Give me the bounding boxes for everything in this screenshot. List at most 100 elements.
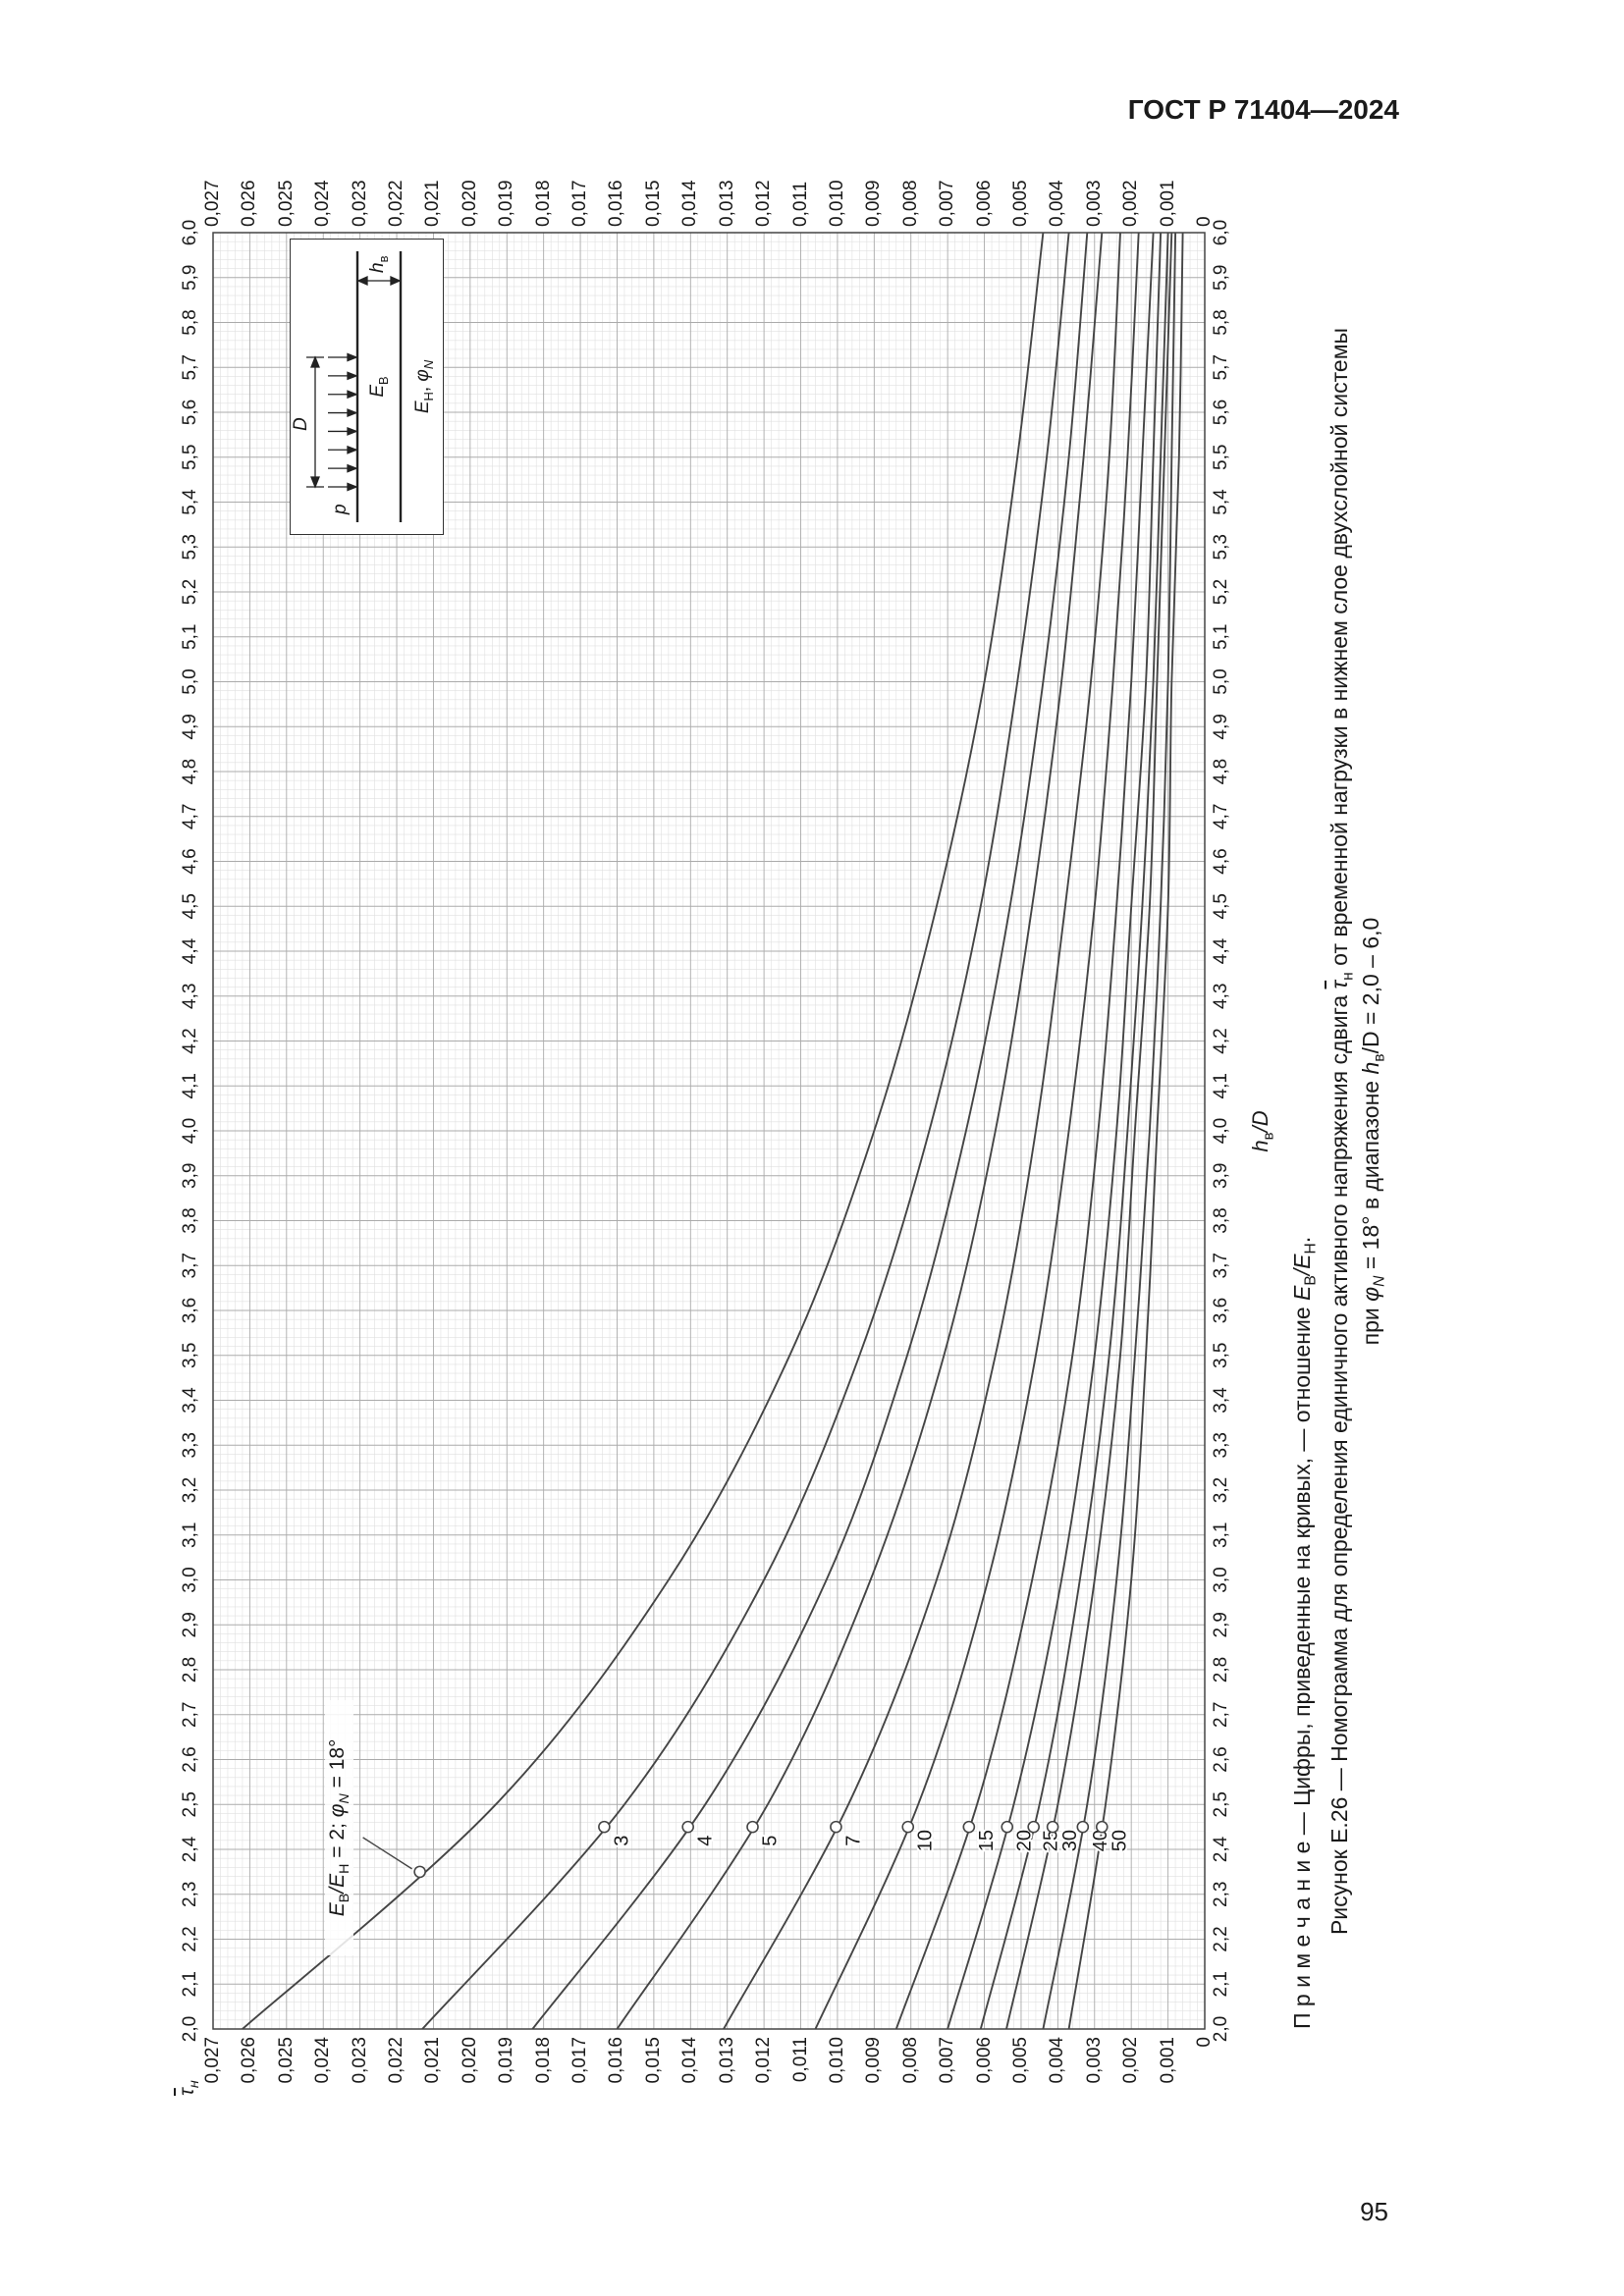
figure-caption-line1: Рисунок Е.26 — Номограмма для определени… bbox=[1326, 327, 1357, 1936]
y-tick-label: 0,010 bbox=[826, 2037, 847, 2084]
y-tick-label: 0,007 bbox=[937, 2037, 958, 2084]
x-tick-label: 5,2 bbox=[1211, 578, 1231, 606]
y-tick-label: 0,005 bbox=[1009, 2037, 1031, 2084]
x-tick-label: 5,4 bbox=[1211, 489, 1231, 515]
x-tick-label: 5,9 bbox=[180, 264, 200, 291]
y-tick-label: 0,012 bbox=[753, 180, 775, 227]
y-tick-label: 0,014 bbox=[679, 180, 701, 227]
y-tick-label: 0,026 bbox=[239, 180, 260, 227]
y-axis-title: τн bbox=[176, 2080, 203, 2096]
layer-system-inset: p D ЕВ hв ЕН, φN bbox=[290, 239, 444, 535]
y-tick-label: 0,021 bbox=[422, 180, 444, 227]
x-tick-label: 3,2 bbox=[1211, 1476, 1231, 1504]
y-tick-label: 0,013 bbox=[716, 2037, 737, 2084]
load-arrow-head bbox=[347, 482, 358, 492]
y-tick-label: 0,022 bbox=[386, 2037, 407, 2084]
curve-4 bbox=[531, 232, 1089, 2030]
x-tick-label: 3,8 bbox=[180, 1207, 200, 1234]
y-tick-label: 0,023 bbox=[349, 180, 370, 227]
x-tick-label: 2,7 bbox=[180, 1701, 200, 1728]
figure-caption-line2: при φN = 18° в диапазоне hв/D = 2,0 – 6,… bbox=[1358, 917, 1388, 1346]
curve-25 bbox=[979, 232, 1169, 2030]
y-tick-label: 0,004 bbox=[1047, 2037, 1068, 2084]
dimension-arrow bbox=[310, 476, 320, 489]
x-tick-label: 4,8 bbox=[1211, 758, 1231, 785]
x-tick-label: 5,8 bbox=[1211, 309, 1231, 336]
x-tick-label: 4,5 bbox=[1211, 893, 1231, 920]
y-tick-label: 0,016 bbox=[606, 180, 627, 227]
load-arrow-head bbox=[347, 352, 358, 362]
x-tick-label: 5,5 bbox=[1211, 444, 1231, 470]
inset-upper-modulus-label: ЕВ bbox=[367, 376, 391, 398]
curve-marker bbox=[1046, 1820, 1059, 1834]
y-tick-label: 0,024 bbox=[312, 2037, 334, 2084]
load-arrow-head bbox=[347, 408, 358, 418]
x-tick-label: 2,5 bbox=[1211, 1791, 1231, 1818]
x-tick-label: 4,0 bbox=[1211, 1117, 1231, 1145]
y-tick-label: 0,026 bbox=[239, 2037, 260, 2084]
curve-50 bbox=[1067, 232, 1184, 2030]
curve-label: 7 bbox=[842, 1836, 864, 1846]
annotation-leader-line bbox=[362, 1837, 412, 1870]
curve-5 bbox=[616, 232, 1104, 2030]
curve-30 bbox=[1005, 232, 1173, 2030]
x-tick-label: 5,1 bbox=[180, 623, 200, 650]
dimension-arrow bbox=[310, 355, 320, 368]
y-tick-label: 0,016 bbox=[606, 2037, 627, 2084]
x-tick-label: 2,8 bbox=[1211, 1656, 1231, 1683]
x-tick-label: 3,3 bbox=[180, 1432, 200, 1459]
load-arrow-head bbox=[347, 463, 358, 473]
page-number: 95 bbox=[1360, 2197, 1388, 2226]
inset-diameter-label: D bbox=[291, 417, 311, 431]
curve-label: 15 bbox=[976, 1830, 998, 1851]
y-tick-label: 0,027 bbox=[202, 2037, 223, 2084]
x-tick-label: 4,5 bbox=[180, 893, 200, 920]
x-tick-label: 2,6 bbox=[180, 1746, 200, 1773]
y-tick-label: 0,001 bbox=[1157, 180, 1178, 227]
x-tick-label: 5,2 bbox=[180, 578, 200, 606]
x-tick-label: 2,8 bbox=[180, 1656, 200, 1683]
x-tick-label: 4,1 bbox=[1211, 1073, 1231, 1099]
y-tick-label: 0,009 bbox=[863, 2037, 885, 2084]
x-axis-title: hв/D bbox=[1248, 1110, 1277, 1152]
y-tick-label: 0,001 bbox=[1157, 2037, 1178, 2084]
curve-label: 50 bbox=[1109, 1830, 1130, 1851]
curve-label: 5 bbox=[760, 1836, 782, 1846]
x-tick-label: 4,2 bbox=[1211, 1028, 1231, 1054]
x-tick-label: 4,6 bbox=[180, 848, 200, 875]
y-tick-label: 0,014 bbox=[679, 2037, 701, 2084]
curve-label: 10 bbox=[915, 1830, 937, 1851]
curve-marker bbox=[1076, 1820, 1090, 1834]
dimension-arrow bbox=[390, 275, 402, 287]
curve-2 bbox=[242, 232, 1045, 2030]
doc-header: ГОСТ Р 71404—2024 bbox=[1127, 94, 1399, 125]
x-tick-label: 5,0 bbox=[180, 668, 200, 695]
y-tick-label: 0,018 bbox=[532, 2037, 554, 2084]
x-tick-label: 4,0 bbox=[180, 1117, 200, 1145]
plot-frame bbox=[212, 232, 1206, 2030]
curve-15 bbox=[894, 232, 1155, 2030]
x-tick-label: 3,2 bbox=[180, 1476, 200, 1504]
y-tick-label: 0,022 bbox=[386, 180, 407, 227]
x-tick-label: 2,4 bbox=[180, 1836, 200, 1863]
x-tick-label: 4,9 bbox=[180, 714, 200, 740]
x-tick-label: 4,8 bbox=[180, 758, 200, 785]
y-tick-label: 0,010 bbox=[826, 180, 847, 227]
x-tick-label: 3,0 bbox=[180, 1567, 200, 1593]
y-tick-label: 0,024 bbox=[312, 180, 334, 227]
dimension-arrow bbox=[356, 275, 368, 287]
y-tick-label: 0,011 bbox=[789, 181, 811, 227]
curve-marker bbox=[681, 1820, 694, 1834]
x-tick-label: 4,4 bbox=[180, 937, 200, 965]
x-tick-label: 3,9 bbox=[1211, 1162, 1231, 1189]
curve-marker bbox=[1001, 1820, 1014, 1834]
x-tick-label: 4,7 bbox=[1211, 803, 1231, 829]
y-tick-label: 0,013 bbox=[716, 180, 737, 227]
load-arrow-head bbox=[347, 371, 358, 381]
y-tick-label: 0,002 bbox=[1120, 180, 1142, 227]
inset-lower-modulus-label: ЕН, φN bbox=[412, 359, 436, 414]
y-tick-label: 0,006 bbox=[973, 180, 995, 227]
x-tick-label: 3,6 bbox=[180, 1297, 200, 1324]
